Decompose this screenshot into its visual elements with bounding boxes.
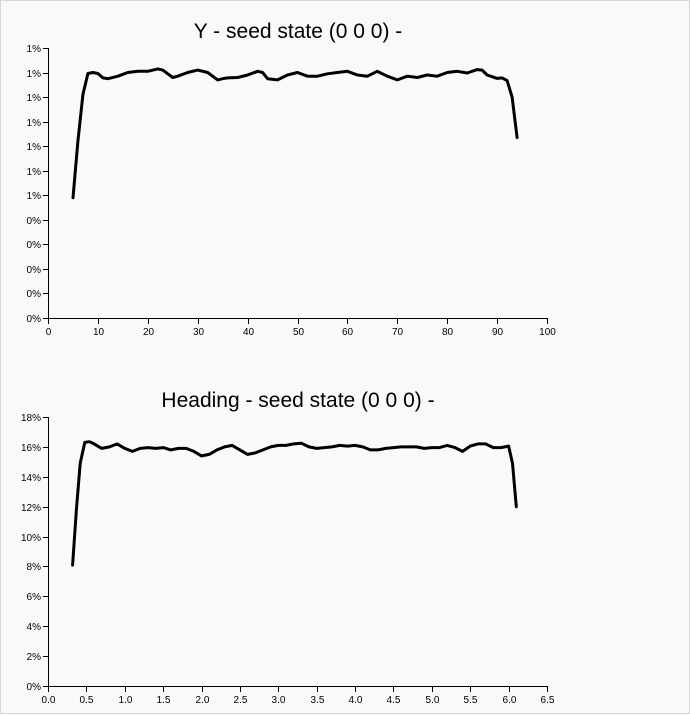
x-tick-label: 1.0 xyxy=(119,695,133,706)
x-tick-label: 1.5 xyxy=(157,695,171,706)
x-tick-label: 70 xyxy=(392,327,404,338)
y-tick-label: 10% xyxy=(21,533,41,544)
y-tick-label: 0% xyxy=(27,216,42,227)
y-tick-label: 1% xyxy=(27,191,42,202)
y-tick-label: 1% xyxy=(27,69,42,80)
x-tick-label: 20 xyxy=(143,327,155,338)
y-tick-label: 2% xyxy=(27,652,42,663)
y-tick-label: 16% xyxy=(21,443,41,454)
chart-heading: Heading - seed state (0 0 0) - 0% 2% 4% 6% 8… xyxy=(21,389,555,706)
y-tick-label: 0% xyxy=(27,265,42,276)
x-tick-label: 80 xyxy=(442,327,454,338)
y-tick-label: 1% xyxy=(27,44,42,55)
x-tick-label: 60 xyxy=(342,327,354,338)
y-tick-label: 0% xyxy=(27,682,42,693)
x-tick-label: 6.0 xyxy=(503,695,517,706)
x-tick-label: 6.5 xyxy=(541,695,555,706)
y-tick-label: 1% xyxy=(27,167,42,178)
x-tick-label: 10 xyxy=(93,327,105,338)
y-tick-label: 1% xyxy=(27,142,42,153)
y-tick-label: 0% xyxy=(27,240,42,251)
x-tick-label: 30 xyxy=(193,327,205,338)
x-tick-label: 0.0 xyxy=(42,695,56,706)
x-tick-label: 2.0 xyxy=(196,695,210,706)
x-tick-label: 3.5 xyxy=(311,695,325,706)
y-tick-label: 12% xyxy=(21,503,41,514)
chart-title: Heading - seed state (0 0 0) - xyxy=(161,389,434,412)
x-tick-label: 5.5 xyxy=(464,695,478,706)
x-tick-label: 5.0 xyxy=(426,695,440,706)
y-tick-label: 4% xyxy=(27,622,42,633)
chart-title: Y - seed state (0 0 0) - xyxy=(194,20,403,43)
x-tick-label: 40 xyxy=(243,327,255,338)
x-axis: 0.0 0.5 1.0 1.5 2.0 2.5 3.0 3.5 4.0 4.5 5.0 5.5 6.0 6… xyxy=(42,686,555,706)
series-line xyxy=(71,440,518,567)
x-tick-label: 4.0 xyxy=(349,695,363,706)
x-axis: 0 10 20 30 40 50 60 70 80 90 100 xyxy=(46,318,556,338)
y-axis: 0% 0% 0% 0% 0% 1% 1% 1% 1% 1% 1% 1% xyxy=(27,44,49,325)
x-tick-label: 4.5 xyxy=(387,695,401,706)
y-tick-label: 1% xyxy=(27,93,42,104)
y-tick-label: 14% xyxy=(21,473,41,484)
y-tick-label: 18% xyxy=(21,413,41,424)
plot-area xyxy=(71,67,519,200)
y-tick-label: 0% xyxy=(27,289,42,300)
y-tick-label: 0% xyxy=(27,314,42,325)
x-tick-label: 90 xyxy=(492,327,504,338)
series-line xyxy=(71,67,519,200)
x-tick-label: 3.0 xyxy=(272,695,286,706)
x-tick-label: 0 xyxy=(46,327,52,338)
chart-y: Y - seed state (0 0 0) - 0% 0% 0% 0% 0% 1% 1% 1… xyxy=(27,20,557,338)
x-tick-label: 0.5 xyxy=(80,695,94,706)
y-tick-label: 1% xyxy=(27,118,42,129)
x-tick-label: 50 xyxy=(293,327,305,338)
y-axis: 0% 2% 4% 6% 8% 10% 12% 14% 16% 18% xyxy=(21,413,49,693)
plot-area xyxy=(71,440,518,567)
y-tick-label: 6% xyxy=(27,592,42,603)
y-tick-label: 8% xyxy=(27,562,42,573)
x-tick-label: 2.5 xyxy=(234,695,248,706)
x-tick-label: 100 xyxy=(539,327,556,338)
